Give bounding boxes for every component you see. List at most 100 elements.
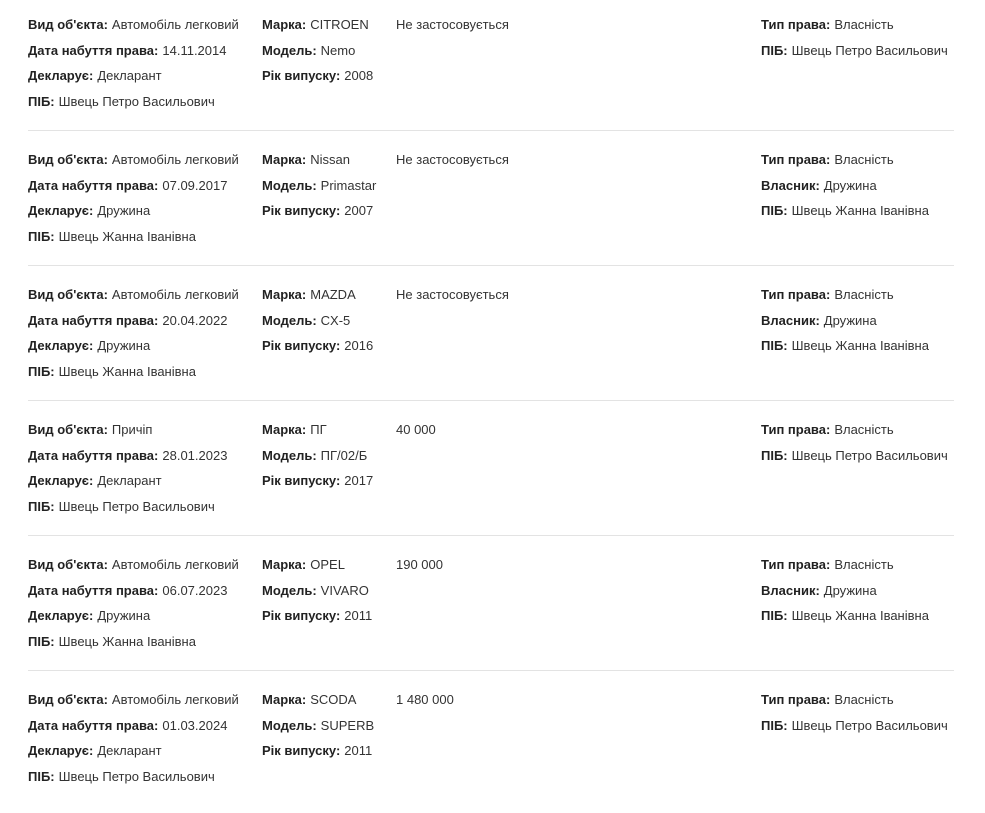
field-label: Рік випуску: <box>262 473 341 488</box>
field: Марка: ПГ <box>262 417 373 443</box>
field: ПІБ: Швець Петро Васильович <box>761 443 948 469</box>
field: Рік випуску: 2011 <box>262 603 372 629</box>
field: Рік випуску: 2016 <box>262 333 373 359</box>
field-value: Дружина <box>823 177 877 193</box>
field-value: 2011 <box>344 743 373 758</box>
field-label: Дата набуття права: <box>28 582 159 598</box>
field-label: Тип права: <box>761 692 831 707</box>
field-value: 2017 <box>344 473 374 488</box>
field-column: Тип права: Власність ПІБ: Швець Петро Васил… <box>761 12 948 63</box>
field-label: ПІБ: <box>28 363 55 379</box>
field-value: Швець Жанна Іванівна <box>791 338 929 353</box>
field-value: Швець Петро Васильович <box>58 768 215 784</box>
record: Вид об'єкта: Автомобіль легковий Дата набу… <box>0 135 985 270</box>
field: ПІБ: Швець Петро Васильович <box>761 713 948 739</box>
field-value: Дружина <box>97 338 151 353</box>
field-label: Тип права: <box>761 287 831 302</box>
record: Вид об'єкта: Автомобіль легковий Дата набу… <box>0 270 985 405</box>
field: Рік випуску: 2017 <box>262 468 373 494</box>
field-label: Марка: <box>262 557 307 572</box>
field-value: 07.09.2017 <box>162 177 228 193</box>
field-label: Тип права: <box>761 557 831 572</box>
field-label: Рік випуску: <box>262 68 341 83</box>
field: Модель: SUPERB <box>262 713 374 739</box>
field-column: Тип права: Власність ПІБ: Швець Петро Васил… <box>761 687 948 738</box>
field: Декларує: Декларант <box>28 468 227 494</box>
field-value: Швець Петро Васильович <box>58 93 215 109</box>
price: 40 000 <box>396 422 436 437</box>
field-value: 06.07.2023 <box>162 582 228 598</box>
field-column: Марка: OPEL Модель: VIVARO Рік випуску: 2011 <box>262 552 372 629</box>
field-label: Рік випуску: <box>262 608 341 623</box>
field: Рік випуску: 2011 <box>262 738 374 764</box>
field-column: Вид об'єкта: Причіп Дата набуття права: 28.… <box>28 417 227 519</box>
field-value: Дружина <box>97 608 151 623</box>
field-value: Власність <box>834 557 894 572</box>
field: Модель: CX-5 <box>262 308 373 334</box>
field-value: Швець Петро Васильович <box>791 447 948 463</box>
field-column: Тип права: Власність Власник: Дружина ПІБ: Шв… <box>761 147 929 224</box>
field-value: Автомобіль легковий <box>111 152 239 167</box>
field-value: Nemo <box>320 42 356 58</box>
record: Вид об'єкта: Автомобіль легковий Дата набу… <box>0 0 985 135</box>
field-value: CX-5 <box>320 312 351 328</box>
field: Марка: CITROEN <box>262 12 373 38</box>
divider <box>28 400 954 401</box>
field-label: Вид об'єкта: <box>28 17 108 32</box>
field-value: 2011 <box>344 608 373 623</box>
field-column: Тип права: Власність ПІБ: Швець Петро Васил… <box>761 417 948 468</box>
field: Марка: Nissan <box>262 147 376 173</box>
field-value: Автомобіль легковий <box>111 17 239 32</box>
field: Марка: MAZDA <box>262 282 373 308</box>
field-label: ПІБ: <box>761 338 788 353</box>
field-label: Модель: <box>262 447 317 463</box>
field: Дата набуття права: 01.03.2024 <box>28 713 239 739</box>
field-label: Дата набуття права: <box>28 447 159 463</box>
field-label: Власник: <box>761 582 820 598</box>
field-value: 14.11.2014 <box>162 42 227 58</box>
field-label: ПІБ: <box>761 42 788 58</box>
field: ПІБ: Швець Жанна Іванівна <box>761 333 929 359</box>
field: Власник: Дружина <box>761 173 929 199</box>
field: Вид об'єкта: Автомобіль легковий <box>28 687 239 713</box>
field-value: 01.03.2024 <box>162 717 228 733</box>
price: Не застосовується <box>396 152 509 167</box>
field: Декларує: Декларант <box>28 738 239 764</box>
field-label: Тип права: <box>761 152 831 167</box>
price-column: 1 480 000 <box>396 687 454 713</box>
field-value: Дружина <box>823 582 877 598</box>
field-label: Дата набуття права: <box>28 177 159 193</box>
field: Дата набуття права: 14.11.2014 <box>28 38 239 64</box>
field-label: ПІБ: <box>28 633 55 649</box>
field-value: VIVARO <box>320 582 369 598</box>
field: Вид об'єкта: Автомобіль легковий <box>28 12 239 38</box>
field: Модель: ПГ/02/Б <box>262 443 373 469</box>
record: Вид об'єкта: Автомобіль легковий Дата набу… <box>0 675 985 810</box>
price: 1 480 000 <box>396 692 454 707</box>
field-label: Декларує: <box>28 338 94 353</box>
field: Вид об'єкта: Автомобіль легковий <box>28 552 239 578</box>
divider <box>28 265 954 266</box>
field-label: Марка: <box>262 287 307 302</box>
field-value: CITROEN <box>310 17 369 32</box>
field-label: Декларує: <box>28 743 94 758</box>
price: Не застосовується <box>396 17 509 32</box>
field-label: Марка: <box>262 692 307 707</box>
field-value: Декларант <box>97 473 162 488</box>
field-value: Декларант <box>97 68 162 83</box>
field-value: Швець Жанна Іванівна <box>58 363 196 379</box>
field: Вид об'єкта: Автомобіль легковий <box>28 147 239 173</box>
field-value: Дружина <box>97 203 151 218</box>
field: Тип права: Власність <box>761 147 929 173</box>
field-value: MAZDA <box>310 287 356 302</box>
field-value: Власність <box>834 692 894 707</box>
field-label: Дата набуття права: <box>28 717 159 733</box>
field-label: Вид об'єкта: <box>28 152 108 167</box>
field-column: Марка: ПГ Модель: ПГ/02/Б Рік випуску: 2017 <box>262 417 373 494</box>
field-column: Марка: Nissan Модель: Primastar Рік випуску:… <box>262 147 376 224</box>
field: Власник: Дружина <box>761 308 929 334</box>
field-label: Модель: <box>262 177 317 193</box>
field-value: SUPERB <box>320 717 375 733</box>
field-value: Швець Петро Васильович <box>791 42 948 58</box>
